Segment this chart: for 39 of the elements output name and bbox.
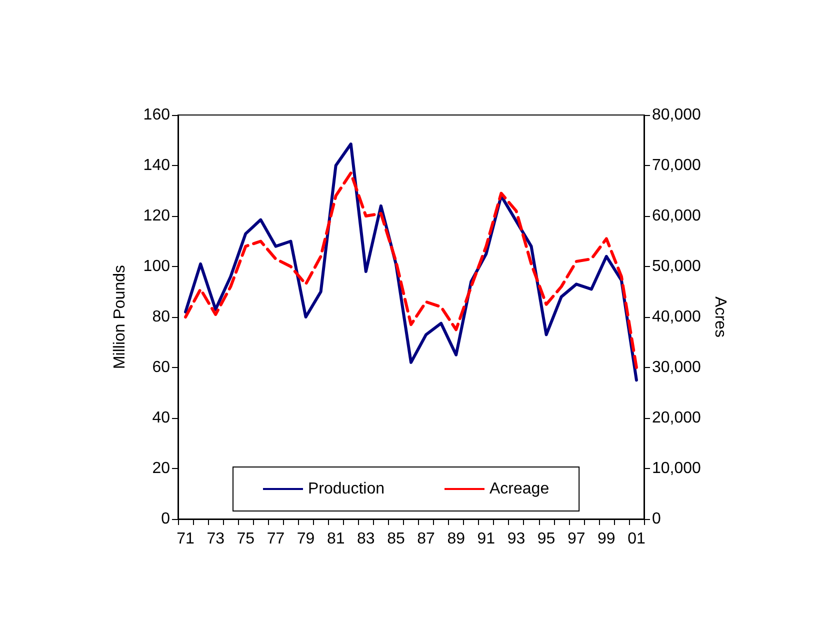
y2-axis-title: Acres bbox=[711, 296, 728, 338]
y2-tick-label: 80,000 bbox=[652, 106, 702, 124]
x-tick-label: 73 bbox=[206, 530, 225, 548]
y2-tick-label: 20,000 bbox=[652, 410, 702, 426]
y-tick-label: 140 bbox=[143, 157, 170, 174]
x-tick-label: 95 bbox=[537, 530, 556, 548]
y2-tick-label: 0 bbox=[652, 510, 661, 528]
y-tick-label: 100 bbox=[143, 258, 170, 275]
legend-label: Acreage bbox=[489, 480, 550, 498]
y2-tick-label: 30,000 bbox=[652, 359, 702, 376]
y2-tick-label: 70,000 bbox=[652, 157, 702, 174]
y-tick-label: 20 bbox=[152, 460, 170, 477]
y-tick-label: 0 bbox=[161, 510, 170, 528]
y2-tick-label: 50,000 bbox=[652, 258, 702, 275]
x-tick-label: 79 bbox=[296, 530, 315, 548]
x-tick-label: 89 bbox=[447, 530, 466, 548]
x-tick-label: 75 bbox=[236, 530, 255, 548]
x-tick-label: 87 bbox=[417, 530, 436, 548]
x-tick-label: 93 bbox=[507, 530, 526, 548]
line-series bbox=[184, 172, 638, 369]
x-tick-label: 83 bbox=[357, 530, 375, 548]
y2-tick-label: 60,000 bbox=[652, 208, 702, 224]
y-tick-label: 80 bbox=[152, 308, 170, 326]
y-tick-label: 60 bbox=[152, 359, 170, 376]
x-tick-label: 81 bbox=[326, 530, 345, 548]
x-tick-label: 85 bbox=[387, 530, 405, 548]
y-tick-label: 120 bbox=[143, 208, 170, 224]
y2-tick-label: 40,000 bbox=[652, 308, 702, 326]
x-tick-label: 99 bbox=[598, 530, 616, 548]
y-axis-title: Million Pounds bbox=[112, 264, 128, 370]
x-tick-label: 77 bbox=[266, 530, 285, 548]
y2-tick-label: 10,000 bbox=[652, 460, 702, 477]
y-tick-label: 160 bbox=[143, 106, 170, 124]
x-tick-label: 91 bbox=[477, 530, 496, 548]
x-tick-label: 71 bbox=[176, 530, 195, 548]
x-tick-label: 97 bbox=[567, 530, 586, 548]
y-tick-label: 40 bbox=[152, 410, 170, 426]
legend-label: Production bbox=[308, 480, 384, 498]
x-tick-label: 01 bbox=[628, 530, 646, 548]
